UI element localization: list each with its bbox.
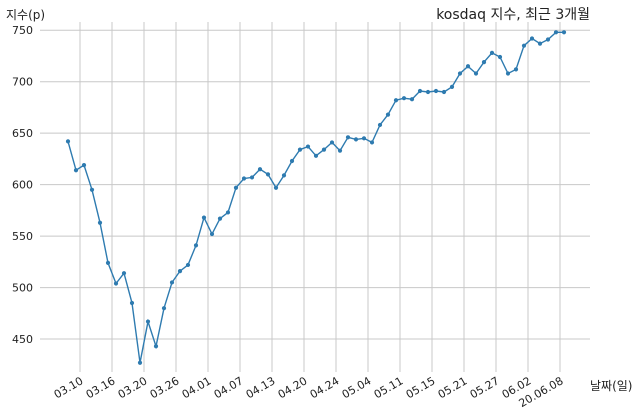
x-axis-label: 날짜(일) <box>590 379 632 393</box>
x-tick-label: 04.07 <box>212 374 246 401</box>
data-point <box>113 281 119 286</box>
data-point <box>177 269 183 274</box>
data-point <box>65 139 71 144</box>
data-point <box>449 84 455 89</box>
x-tick-label: 03.16 <box>84 374 118 401</box>
y-tick-label: 750 <box>12 24 33 37</box>
x-tick-label: 03.10 <box>52 374 86 401</box>
data-point <box>521 43 527 48</box>
data-point <box>377 122 383 128</box>
data-point <box>457 71 463 76</box>
y-tick-labels: 450 500 550 600 650 700 750 <box>12 24 33 346</box>
x-tick-label: 04.01 <box>180 374 214 401</box>
x-tick-label: 05.11 <box>372 374 406 401</box>
x-tick-label: 03.20 <box>116 374 150 401</box>
data-point <box>313 153 319 158</box>
data-point <box>497 54 503 60</box>
data-point <box>281 173 287 178</box>
x-tick-label: 05.04 <box>340 374 374 401</box>
x-tick-labels: 03.1003.1603.2003.2604.0104.0704.1304.20… <box>52 374 566 410</box>
data-point <box>273 185 279 190</box>
data-point <box>329 140 335 145</box>
data-point <box>561 30 567 35</box>
chart-title: kosdaq 지수, 최근 3개월 <box>436 7 590 23</box>
y-tick-label: 600 <box>12 179 33 192</box>
y-axis-label: 지수(p) <box>6 8 45 22</box>
x-tick-label: 05.27 <box>468 374 502 401</box>
x-tick-label: 05.15 <box>404 374 438 401</box>
data-point <box>297 147 303 152</box>
data-point <box>193 243 199 248</box>
data-point <box>185 262 191 268</box>
data-point <box>249 175 255 180</box>
data-point <box>145 319 151 324</box>
y-tick-label: 450 <box>12 333 33 346</box>
data-point <box>529 36 535 41</box>
data-point <box>337 148 343 153</box>
y-tick-label: 700 <box>12 76 33 89</box>
data-point <box>305 144 311 149</box>
data-point <box>265 172 271 177</box>
data-point <box>505 71 511 76</box>
x-tick-label: 05.21 <box>436 374 470 401</box>
data-point <box>369 140 375 145</box>
data-point <box>233 185 239 190</box>
data-point <box>353 137 359 142</box>
data-point <box>537 41 543 46</box>
data-point <box>417 88 423 94</box>
data-point <box>393 98 399 103</box>
data-point <box>433 88 439 94</box>
data-point <box>217 216 223 221</box>
data-point <box>409 97 415 102</box>
data-point <box>289 158 295 164</box>
data-point <box>513 67 519 72</box>
x-tick-label: 04.20 <box>276 374 310 401</box>
y-tick-label: 500 <box>12 282 33 295</box>
y-tick-label: 650 <box>12 127 33 140</box>
data-point <box>545 37 551 42</box>
grid-lines <box>40 22 590 372</box>
data-point <box>137 360 143 365</box>
data-point <box>361 136 367 141</box>
data-point <box>321 147 327 152</box>
data-point <box>553 30 559 35</box>
data-point <box>97 220 103 225</box>
data-point <box>209 231 215 237</box>
data-point <box>89 187 95 192</box>
data-point <box>81 162 87 168</box>
data-point <box>481 60 487 65</box>
data-point <box>73 168 79 173</box>
data-point <box>441 89 447 95</box>
data-point <box>225 210 231 215</box>
x-tick-label: 04.13 <box>244 374 278 401</box>
x-tick-label: 04.24 <box>308 374 342 401</box>
series-kosdaq <box>65 30 567 365</box>
data-point <box>489 50 495 55</box>
data-point <box>257 167 263 172</box>
data-point <box>385 112 391 117</box>
data-point <box>201 215 207 220</box>
data-point <box>153 344 159 349</box>
data-point <box>465 64 471 69</box>
data-point <box>105 260 111 265</box>
data-point <box>241 176 247 181</box>
x-tick-label: 03.26 <box>148 374 182 401</box>
y-tick-label: 550 <box>12 230 33 243</box>
data-point <box>401 96 407 101</box>
data-point <box>169 280 175 285</box>
data-point <box>161 306 167 311</box>
data-point <box>121 271 127 276</box>
data-point <box>473 71 479 76</box>
data-point <box>129 300 135 306</box>
data-point <box>425 89 431 95</box>
data-point <box>345 135 351 140</box>
